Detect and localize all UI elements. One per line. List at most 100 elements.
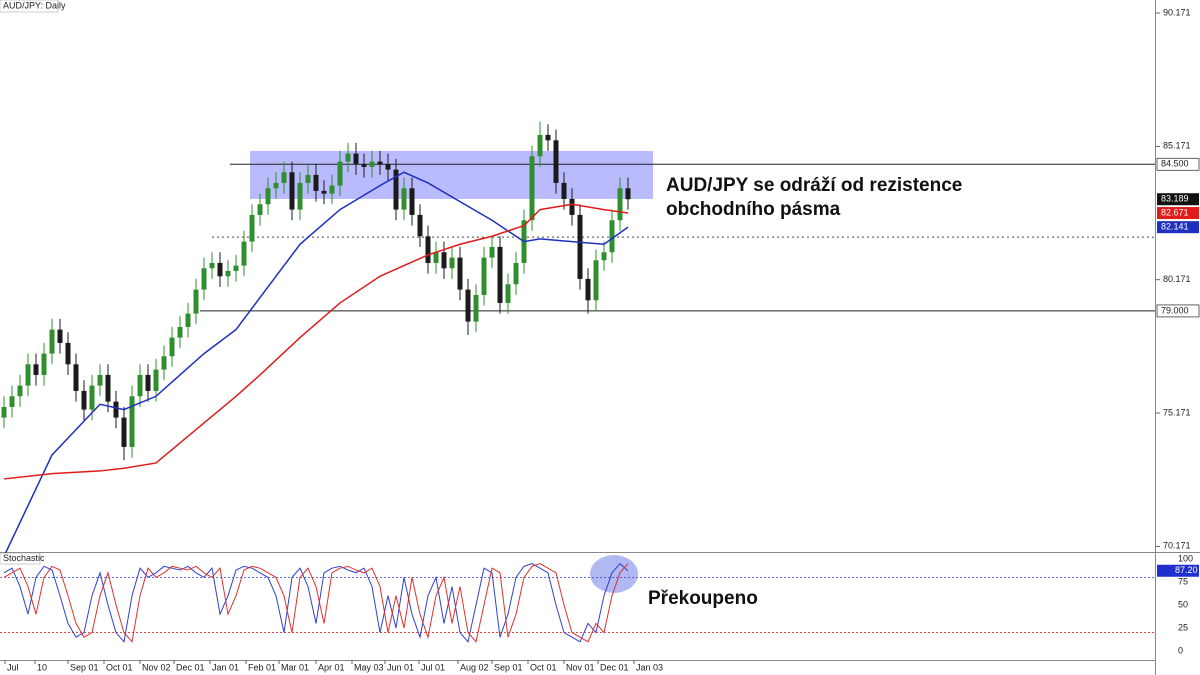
x-tick-label: Oct 01 [530,662,557,672]
candle-body [513,262,519,285]
candle-body [369,161,375,167]
candle-body [169,337,175,357]
candle-body [553,140,559,183]
level-label: 84.500 [1161,159,1189,169]
candle-body [97,374,103,386]
stoch-title: Stochastic [3,553,45,563]
x-tick-label: Aug 02 [460,662,489,672]
title-box [0,0,59,13]
x-tick-label: Sep 01 [494,662,523,672]
y-tick-label: 80.171 [1163,274,1191,284]
candle-body [137,374,143,397]
candle-body [193,289,199,314]
chart-title: AUD/JPY: Daily [3,0,66,10]
candle-body [265,188,271,205]
candle-body [281,172,287,183]
candle-body [41,353,47,375]
y-tick-label: 90.171 [1163,7,1191,17]
candle-body [569,198,575,215]
ma-tag [1157,207,1199,220]
highlight [590,555,638,593]
candle-body [321,190,327,194]
candle-body [201,268,207,290]
candle-body [241,241,247,266]
candle-body [425,236,431,263]
stoch-tick-label: 25 [1178,622,1188,632]
annotation: AUD/JPY se odráží od rezistence [666,175,962,196]
price-label: 83.189 [1161,194,1189,204]
stoch-title-box [0,552,41,565]
x-tick-label: Jan 03 [636,662,663,672]
candle-body [497,246,503,303]
candle-body [273,182,279,189]
y-tick-label: 75.171 [1163,407,1191,417]
candle-body [217,262,223,277]
ma-label: 82.671 [1161,207,1189,217]
y-tick-label: 85.171 [1163,141,1191,151]
candle-body [89,385,95,410]
x-tick-label: Jul 01 [421,662,445,672]
stoch-tag [1157,564,1199,577]
x-tick-label: Nov 01 [566,662,595,672]
x-tick-label: Nov 02 [142,662,171,672]
candle-body [65,342,71,365]
candle-body [313,174,319,191]
x-tick-label: Jun 01 [387,662,414,672]
price-tag [1157,193,1199,206]
candle-body [505,284,511,303]
stochastic-line [3,563,629,643]
candle-body [617,188,623,221]
candle-body [225,270,231,277]
candle-body [9,396,15,407]
candle-body [49,329,55,354]
candle-body [593,260,599,301]
level-label: 79.000 [1161,305,1189,315]
candle-body [609,220,615,253]
candle-body [185,313,191,327]
candle-body [249,214,255,242]
candle-body [113,401,119,418]
candle-body [337,161,343,186]
candle-body [1,406,7,418]
candle-body [481,257,487,295]
candle-body [457,257,463,290]
candle-body [489,246,495,258]
candle-body [385,164,391,170]
x-tick-label: May 03 [354,662,384,672]
x-tick-label: Dec 01 [176,662,205,672]
candle-body [417,214,423,237]
candle-body [409,188,415,215]
candle-body [81,390,87,410]
candle-body [161,356,167,370]
stoch-annotation: Překoupeno [648,588,758,609]
candle-body [233,265,239,271]
candle-body [305,174,311,183]
y-tick-label: 70.171 [1163,541,1191,551]
candle-body [537,134,543,157]
candle-body [625,188,631,200]
candle-body [353,153,359,165]
candle-body [153,369,159,391]
candle-body [449,257,455,269]
stoch-label: 87.20 [1175,565,1198,575]
candle-body [289,172,295,210]
level-tag [1156,157,1200,171]
stochastic-line [3,562,629,643]
moving-average [3,171,629,557]
x-tick-label: Jan 01 [212,662,239,672]
candle-body [121,417,127,447]
stoch-tick-label: 0 [1178,645,1183,655]
candle-body [441,252,447,269]
x-tick-label: Apr 01 [318,662,345,672]
candle-body [257,204,263,215]
annotation: obchodního pásma [666,199,841,220]
x-tick-label: Oct 01 [106,662,133,672]
candle-body [345,153,351,162]
candle-body [361,164,367,167]
candle-body [33,364,39,375]
ma-tag [1157,221,1199,234]
level-tag [1156,304,1200,318]
candle-body [145,374,151,391]
